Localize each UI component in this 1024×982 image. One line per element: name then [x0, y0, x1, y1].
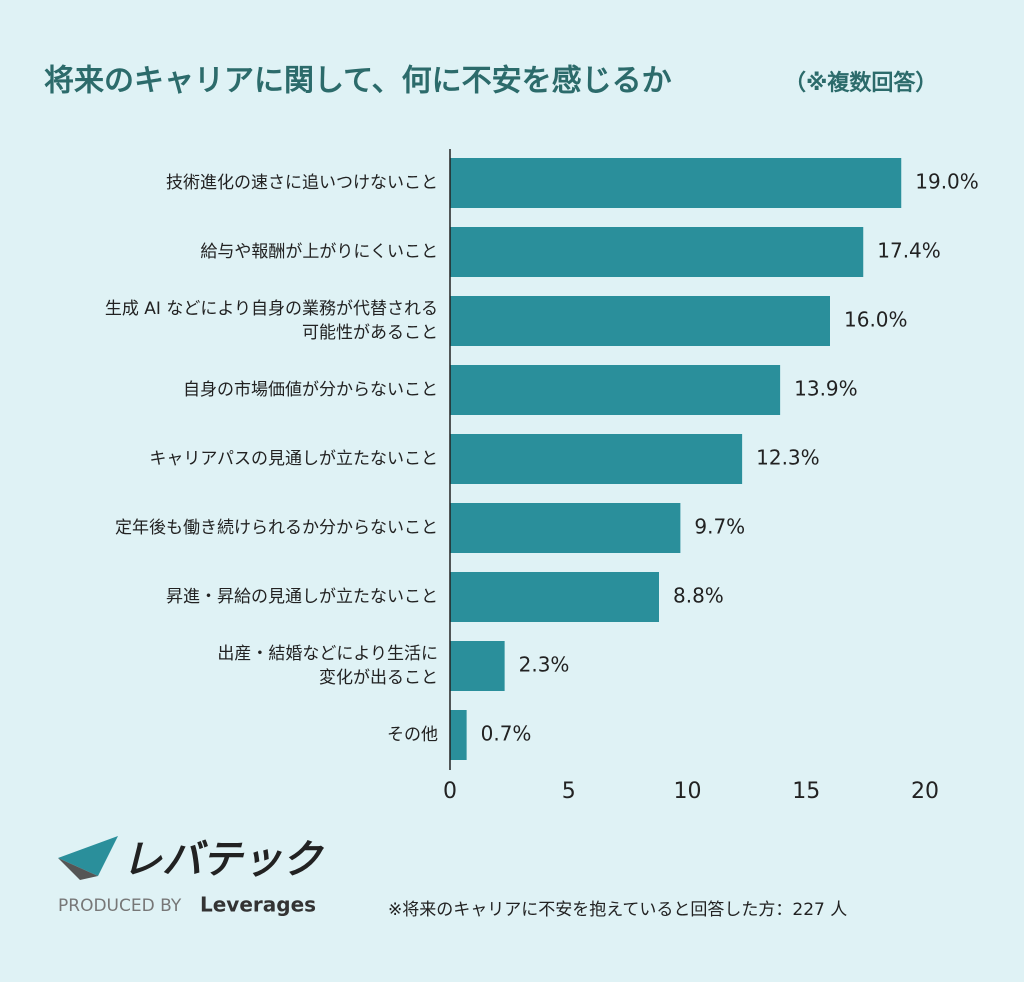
- y-tick-label: 給与や報酬が上がりにくいこと: [200, 242, 438, 262]
- bar: [450, 503, 681, 553]
- value-label: 9.7%: [694, 515, 745, 539]
- bar: [450, 434, 743, 484]
- bar: [450, 572, 659, 622]
- bar: [450, 296, 830, 346]
- x-tick-label: 0: [443, 779, 457, 804]
- y-tick-label: 可能性があること: [302, 323, 438, 343]
- bar: [450, 158, 902, 208]
- x-tick-label: 20: [911, 779, 939, 804]
- value-label: 19.0%: [915, 170, 979, 194]
- y-tick-label: 自身の市場価値が分からないこと: [183, 380, 438, 400]
- value-label: 12.3%: [756, 446, 820, 470]
- y-tick-label: その他: [387, 725, 438, 745]
- y-tick-label: 技術進化の速さに追いつけないこと: [166, 173, 438, 193]
- chart-title-note: （※複数回答）: [784, 70, 937, 96]
- y-tick-label: 出産・結婚などにより生活に: [217, 644, 438, 664]
- x-tick-label: 15: [792, 779, 820, 804]
- y-tick-label: 変化が出ること: [319, 668, 438, 688]
- y-tick-label: 生成 AI などにより自身の業務が代替される: [105, 299, 438, 319]
- logo-icon: [58, 836, 118, 876]
- x-tick-label: 5: [562, 779, 576, 804]
- value-label: 2.3%: [519, 653, 570, 677]
- logo-icon: [58, 858, 98, 880]
- value-label: 16.0%: [844, 308, 908, 332]
- value-label: 17.4%: [877, 239, 941, 263]
- bar: [450, 365, 781, 415]
- logo-produced-by: PRODUCED BY: [58, 896, 182, 916]
- bar: [450, 227, 864, 277]
- bar: [450, 710, 467, 760]
- footnote: ※将来のキャリアに不安を抱えていると回答した方：227 人: [388, 900, 847, 920]
- logo: レバテック PRODUCED BY Leverages: [58, 836, 325, 917]
- y-tick-label: 定年後も働き続けられるか分からないこと: [115, 518, 438, 538]
- logo-name: レバテック: [122, 837, 325, 883]
- y-tick-label: キャリアパスの見通しが立たないこと: [149, 449, 438, 469]
- y-tick-label: 昇進・昇給の見通しが立たないこと: [166, 587, 438, 607]
- x-tick-label: 10: [674, 779, 702, 804]
- bar: [450, 641, 505, 691]
- value-label: 0.7%: [481, 722, 532, 746]
- chart-title: 将来のキャリアに関して、何に不安を感じるか: [44, 64, 672, 99]
- logo-company: Leverages: [200, 893, 316, 917]
- value-label: 8.8%: [673, 584, 724, 608]
- value-label: 13.9%: [794, 377, 858, 401]
